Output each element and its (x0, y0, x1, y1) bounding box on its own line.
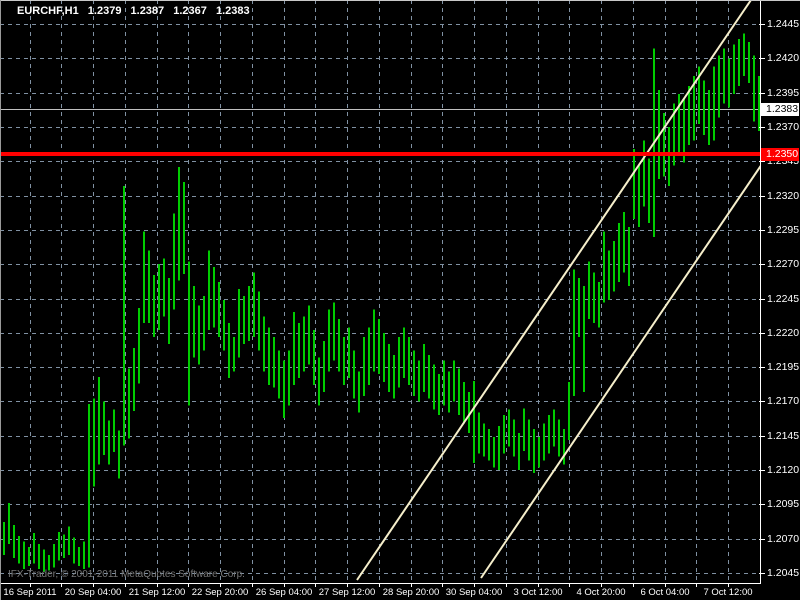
price-axis-tick (759, 24, 765, 25)
price-axis-separator (760, 0, 761, 584)
price-axis-tick (759, 436, 765, 437)
time-axis-tick (284, 583, 285, 587)
price-tick-label: 1.2445 (767, 18, 800, 30)
price-tick-label: 1.2345 (767, 155, 800, 167)
time-axis-tick (157, 583, 158, 587)
time-tick-label: 22 Sep 20:00 (191, 587, 249, 598)
time-axis[interactable]: 16 Sep 2011 20 Sep 04:00 21 Sep 12:00 22 Se… (0, 583, 800, 600)
high-value: 1.2387 (130, 5, 165, 17)
time-tick-label: 28 Sep 20:00 (382, 587, 440, 598)
time-tick-label: 27 Sep 12:00 (318, 587, 376, 598)
grid-layer (0, 0, 760, 583)
time-axis-tick (696, 583, 697, 587)
price-tick-label: 1.2095 (767, 498, 800, 510)
time-tick-label: 6 Oct 04:00 (640, 587, 690, 598)
close-value: 1.2383 (215, 5, 250, 17)
time-tick-label: 16 Sep 2011 (3, 587, 57, 598)
window-border-top (0, 0, 800, 1)
time-axis-tick (252, 583, 253, 587)
price-tick-label: 1.2270 (767, 258, 800, 270)
price-axis-tick (759, 539, 765, 540)
time-tick-label: 30 Sep 04:00 (445, 587, 503, 598)
price-axis-tick (759, 504, 765, 505)
time-axis-tick (601, 583, 602, 587)
time-axis-tick (125, 583, 126, 587)
price-axis-tick (759, 264, 765, 265)
price-tick-label: 1.2195 (767, 361, 800, 373)
price-axis-tick (759, 573, 765, 574)
time-axis-tick (474, 583, 475, 587)
time-axis-tick (30, 583, 31, 587)
open-value: 1.2379 (87, 5, 122, 17)
price-tick-label: 1.2395 (767, 87, 800, 99)
time-axis-tick (188, 583, 189, 587)
time-tick-label: 26 Sep 04:00 (255, 587, 313, 598)
price-tick-label: 1.2120 (767, 464, 800, 476)
price-tick-label: 1.2245 (767, 293, 800, 305)
price-axis[interactable]: 1.2383 1.2350 1.2445 1.2420 1.2395 1.2370 1.… (759, 0, 800, 584)
time-tick-label: 20 Sep 04:00 (64, 587, 122, 598)
price-tick-label: 1.2045 (767, 567, 800, 579)
price-axis-tick (759, 58, 765, 59)
bars-layer (3, 33, 760, 572)
price-tick-label: 1.2145 (767, 430, 800, 442)
time-axis-tick (538, 583, 539, 587)
price-tick-label: 1.2220 (767, 327, 800, 339)
time-tick-label: 3 Oct 12:00 (513, 587, 563, 598)
price-axis-tick (759, 333, 765, 334)
price-axis-tick (759, 401, 765, 402)
time-axis-tick (411, 583, 412, 587)
price-axis-tick (759, 299, 765, 300)
time-axis-tick (347, 583, 348, 587)
price-axis-tick (759, 161, 765, 162)
price-axis-tick (759, 196, 765, 197)
time-axis-tick (61, 583, 62, 587)
time-axis-tick (728, 583, 729, 587)
chart-symbol-ohlc-label: EURCHF,H1 1.2379 1.2387 1.2367 1.2383 (17, 5, 256, 17)
price-axis-tick (759, 367, 765, 368)
hline-price-badge: 1.2350 (761, 148, 799, 161)
time-tick-label: 7 Oct 12:00 (703, 587, 753, 598)
price-chart[interactable] (0, 0, 760, 583)
trend-channel-line[interactable] (356, 0, 752, 581)
price-tick-label: 1.2370 (767, 121, 800, 133)
current-price-badge: 1.2383 (761, 103, 799, 116)
time-axis-tick (569, 583, 570, 587)
price-tick-label: 1.2295 (767, 224, 800, 236)
time-axis-tick (665, 583, 666, 587)
time-axis-tick (633, 583, 634, 587)
price-axis-tick (759, 127, 765, 128)
platform-watermark: IFX-Trader, © 2001-2011 MetaQuotes Softw… (8, 569, 245, 580)
time-axis-tick (442, 583, 443, 587)
time-axis-separator (0, 583, 760, 584)
trend-channel-line[interactable] (480, 108, 760, 579)
price-tick-label: 1.2420 (767, 52, 800, 64)
price-axis-tick (759, 230, 765, 231)
time-axis-tick (506, 583, 507, 587)
price-tick-label: 1.2320 (767, 190, 800, 202)
time-tick-label: 21 Sep 12:00 (128, 587, 186, 598)
time-axis-tick (220, 583, 221, 587)
window-border-left (0, 0, 1, 600)
price-tick-label: 1.2070 (767, 533, 800, 545)
time-axis-tick (379, 583, 380, 587)
time-axis-tick (93, 583, 94, 587)
price-axis-tick (759, 470, 765, 471)
low-value: 1.2367 (173, 5, 207, 17)
price-tick-label: 1.2170 (767, 395, 800, 407)
time-axis-tick (315, 583, 316, 587)
time-tick-label: 4 Oct 20:00 (576, 587, 626, 598)
price-axis-tick (759, 93, 765, 94)
symbol-timeframe-label: EURCHF,H1 (17, 5, 79, 17)
